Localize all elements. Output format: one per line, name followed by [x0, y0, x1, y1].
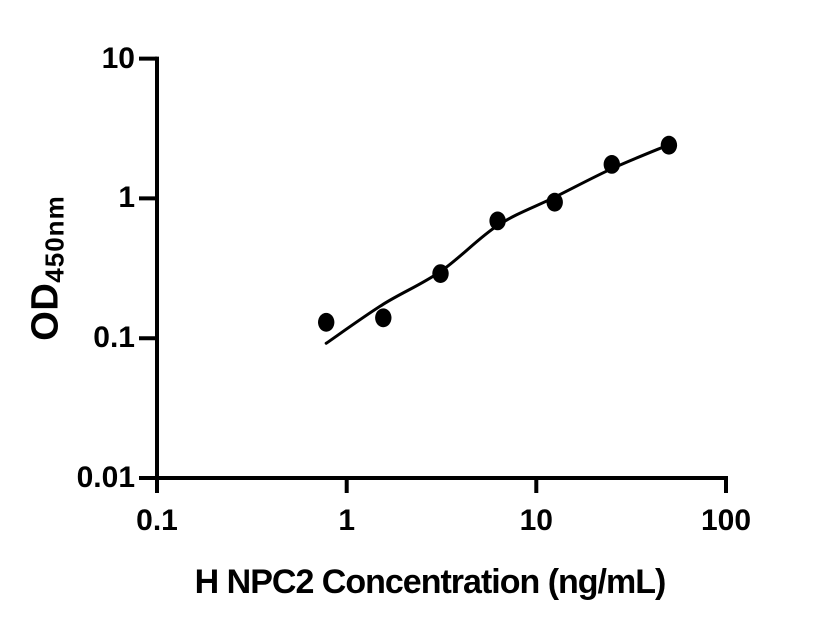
- y-axis-title: OD450nm: [24, 195, 70, 341]
- y-tick-label: 0.01: [76, 461, 135, 494]
- data-point: [318, 312, 335, 332]
- x-tick-label: 10: [519, 504, 553, 537]
- data-point: [660, 135, 678, 155]
- x-tick-label: 100: [700, 504, 752, 537]
- x-tick-label: 1: [338, 504, 356, 537]
- data-point: [603, 155, 620, 174]
- y-axis-title-main: OD: [24, 282, 67, 341]
- x-tick-label: 0.1: [136, 504, 178, 537]
- y-tick-label: 0.1: [93, 321, 135, 355]
- y-tick-label: 1: [118, 181, 135, 215]
- data-point: [432, 264, 449, 283]
- x-axis-title: H NPC2 Concentration (ng/mL): [194, 563, 667, 601]
- y-axis-title-subscript: 450nm: [39, 195, 70, 283]
- data-point: [546, 192, 563, 212]
- data-point: [375, 308, 392, 328]
- y-tick-label: 10: [101, 41, 135, 75]
- data-point: [489, 211, 506, 231]
